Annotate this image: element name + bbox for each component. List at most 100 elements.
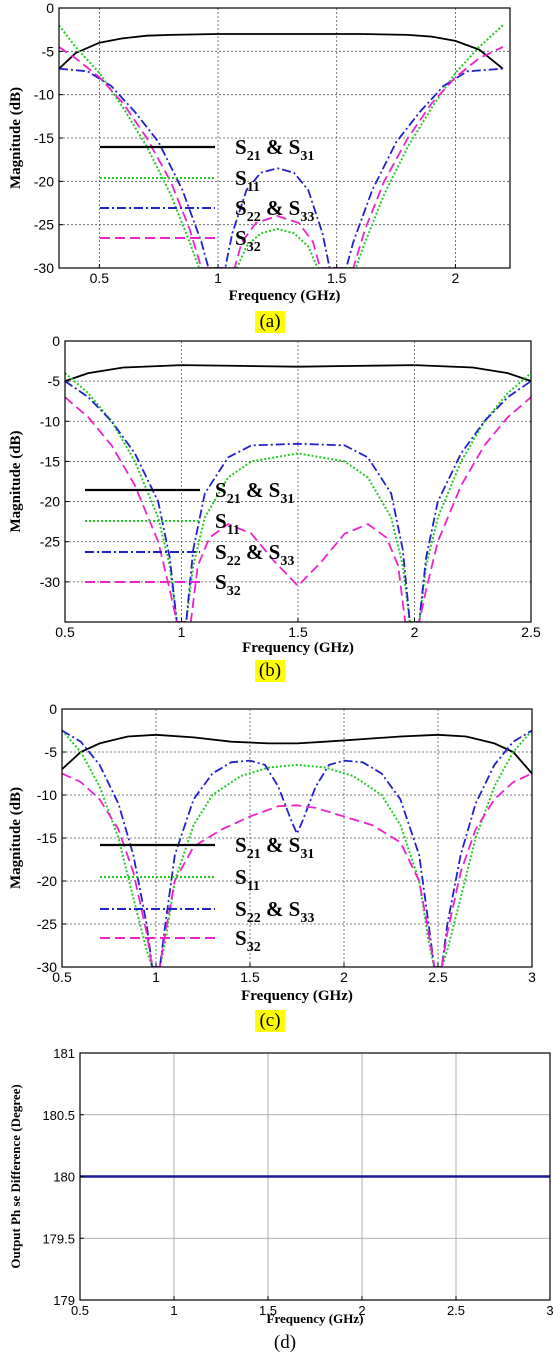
y-tick-label: 0	[46, 0, 54, 16]
legend-label-part: & S	[261, 833, 301, 857]
legend-label: S21 & S31	[235, 135, 314, 164]
y-tick-label: 0	[52, 333, 60, 349]
legend-label-part: 32	[227, 584, 241, 599]
legend-label-part: 33	[300, 911, 314, 926]
x-tick-label: 1	[214, 270, 222, 286]
y-tick-label: 180	[53, 1170, 75, 1185]
legend-label-part: 31	[280, 492, 294, 507]
legend-label-part: 33	[300, 210, 314, 225]
x-tick-label: 1.5	[288, 624, 308, 640]
x-tick-label: 0.5	[52, 969, 72, 985]
legend-label-part: 11	[227, 523, 240, 538]
legend-label-part: 22	[247, 210, 261, 225]
x-tick-label: 1	[152, 969, 160, 985]
x-tick-label: 3	[528, 969, 536, 985]
x-tick-label: 2.5	[521, 624, 541, 640]
legend-label: S11	[215, 509, 240, 538]
chart-panel-b: 0.5 1 1.5 2 2.5 0 -5 -10 -15 -20 -25 -30 Frequency (…	[8, 333, 541, 682]
legend-label: S21 & S31	[215, 478, 294, 507]
legend-label-part: 31	[300, 149, 314, 164]
y-axis-label: Magnitude (dB)	[8, 787, 24, 889]
legend-label-part: 11	[247, 180, 260, 195]
legend-label: S32	[235, 926, 261, 955]
caption-highlight	[255, 1010, 285, 1032]
x-tick-label: 2	[411, 624, 419, 640]
panel-caption: (d)	[274, 1332, 296, 1353]
legend-label-part: 32	[247, 240, 261, 255]
y-tick-label: -30	[34, 260, 54, 276]
legend-label-part: S	[215, 509, 227, 533]
legend-label-part: S	[235, 865, 247, 889]
series-line-s32	[59, 46, 504, 268]
legend-label-part: & S	[261, 897, 301, 921]
series-line-s11	[62, 729, 532, 967]
x-tick-label: 2.5	[447, 1303, 465, 1318]
x-tick-label: 1.5	[259, 1303, 277, 1318]
x-tick-label: 3	[546, 1303, 553, 1318]
y-tick-label: 181	[53, 1046, 75, 1061]
series-line-s21-s31	[59, 33, 504, 70]
y-tick-label: -5	[45, 744, 58, 760]
series-line-s22-s33	[59, 67, 503, 268]
legend-label-part: S	[215, 540, 227, 564]
legend-label: S22 & S33	[215, 540, 294, 569]
x-tick-label: 1	[170, 1303, 177, 1318]
chart-panel-d: 0.5 1 1.5 2 2.5 3 181 180.5 180 179.5 179 Frequency…	[8, 1046, 553, 1353]
y-tick-label: -15	[34, 130, 54, 146]
y-tick-label: -30	[37, 959, 57, 975]
legend-label-part: 22	[227, 554, 241, 569]
y-tick-label: -25	[34, 217, 54, 233]
y-tick-label: -5	[48, 373, 61, 389]
legend-label-part: & S	[261, 135, 301, 159]
legend-label-part: S	[235, 196, 247, 220]
y-tick-label: -25	[37, 916, 57, 932]
y-axis-label: Magnitude (dB)	[8, 87, 24, 189]
legend-label: S22 & S33	[235, 897, 314, 926]
legend-label-part: 33	[280, 554, 294, 569]
x-tick-label: 2	[452, 270, 460, 286]
x-tick-label: 0.5	[55, 624, 75, 640]
legend-label-part: 22	[247, 911, 261, 926]
x-tick-label: 2	[340, 969, 348, 985]
legend-label: S32	[235, 226, 261, 255]
legend-label-part: 31	[300, 847, 314, 862]
x-tick-label: 1	[178, 624, 186, 640]
legend-label-part: 21	[247, 149, 261, 164]
x-tick-label: 0.5	[71, 1303, 89, 1318]
legend-label: S11	[235, 865, 260, 894]
caption-label: (d)	[274, 1332, 296, 1353]
panel-caption: (c)	[255, 1010, 285, 1032]
legend-label-part: S	[235, 926, 247, 950]
x-axis-label: Frequency (GHz)	[241, 988, 353, 1004]
legend-label-part: & S	[241, 478, 281, 502]
legend-label-part: & S	[241, 540, 281, 564]
legend-label-part: 21	[247, 847, 261, 862]
y-tick-label: -10	[40, 413, 60, 429]
series-line-s21-s31	[65, 364, 531, 382]
series-line-s11	[59, 24, 504, 268]
legend-label-part: S	[235, 833, 247, 857]
caption-label: (b)	[259, 660, 281, 681]
legend-label: S21 & S31	[235, 833, 314, 862]
legend-label-part: S	[235, 226, 247, 250]
y-tick-label: 179	[53, 1293, 75, 1308]
chart-panel-c: 0.5 1 1.5 2 2.5 3 0 -5 -10 -15 -20 -25 -30 Frequency …	[8, 701, 536, 1032]
y-axis-label: Magnitude (dB)	[8, 430, 24, 532]
panel-caption: (a)	[255, 311, 285, 333]
x-tick-label: 0.5	[90, 270, 110, 286]
caption-label: (c)	[259, 1010, 280, 1031]
series-line-s32	[62, 772, 532, 967]
legend-label: S11	[235, 166, 260, 195]
legend-label-part: 11	[247, 879, 260, 894]
legend-label-part: S	[235, 166, 247, 190]
caption-highlight	[255, 660, 285, 682]
y-tick-label: -20	[40, 494, 60, 510]
legend-label-part: S	[215, 478, 227, 502]
x-axis-label: Frequency (GHz)	[229, 288, 341, 304]
y-tick-label: -20	[34, 173, 54, 189]
y-tick-label: -10	[37, 787, 57, 803]
y-tick-label: 180.5	[42, 1108, 75, 1123]
y-tick-label: 0	[49, 701, 57, 717]
